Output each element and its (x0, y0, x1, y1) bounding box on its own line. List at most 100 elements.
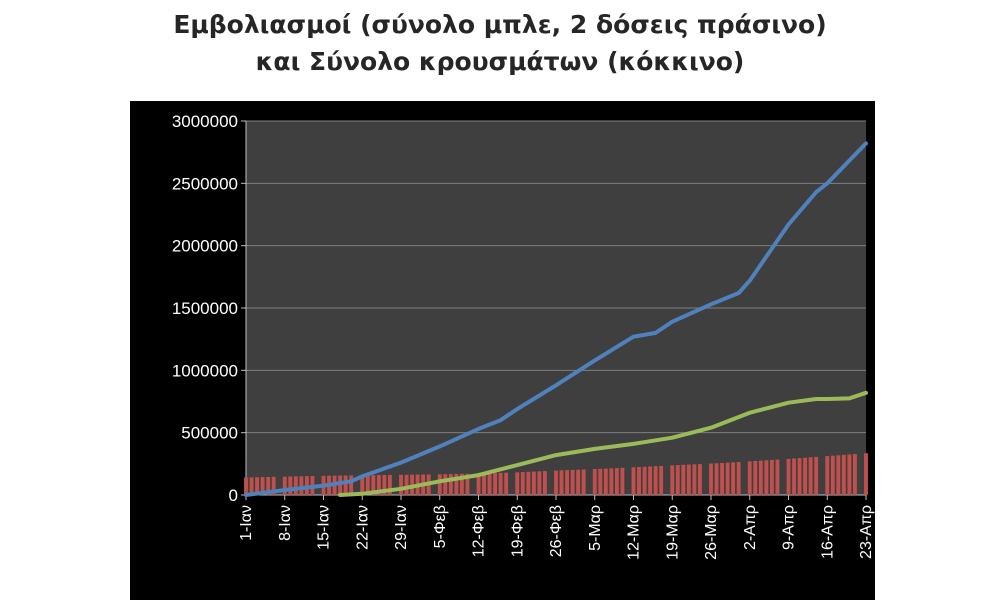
cases-bar (520, 472, 525, 495)
cases-bar (282, 476, 287, 495)
x-tick-label: 19-Μαρ (664, 505, 681, 560)
cases-bar (803, 457, 808, 495)
x-tick-label: 22-Ιαν (354, 505, 371, 550)
cases-bar (531, 471, 536, 495)
cases-bar (404, 474, 409, 495)
x-tick-label: 2-Απρ (742, 505, 759, 550)
cases-bar (825, 456, 830, 495)
cases-bar (581, 469, 586, 495)
cases-bar (266, 476, 271, 495)
cases-bar (758, 460, 763, 495)
cases-bar (731, 462, 736, 495)
chart-title-line-2: και Σύνολο κρουσμάτων (κόκκινο) (255, 47, 745, 76)
cases-bar (443, 474, 448, 495)
cases-bar (365, 475, 370, 495)
cases-bar (852, 454, 857, 495)
cases-bar (814, 456, 819, 495)
cases-bar (614, 468, 619, 495)
y-tick-label: 2000000 (172, 237, 238, 256)
cases-bar (709, 463, 713, 495)
y-tick-label: 1500000 (172, 299, 238, 318)
cases-bar (631, 467, 636, 495)
cases-bar (864, 453, 868, 495)
cases-bar (637, 467, 641, 495)
cases-bar (493, 473, 498, 495)
cases-bar (255, 477, 260, 495)
chart-title: Εμβολιασμοί (σύνολο μπλε, 2 δόσεις πράσι… (0, 6, 1000, 80)
x-tick-label: 12-Μαρ (626, 505, 643, 560)
cases-bar (537, 471, 542, 495)
cases-bar (792, 458, 796, 495)
cases-bar (360, 475, 365, 495)
cases-bar (592, 469, 597, 495)
cases-bar (542, 471, 547, 495)
cases-bar (775, 459, 780, 495)
second-dose-line (338, 390, 868, 497)
cases-bar (376, 475, 381, 495)
cases-bar (786, 458, 791, 495)
cases-bar (576, 469, 581, 495)
cases-bar (459, 473, 464, 495)
cases-bar (764, 460, 769, 495)
cases-bar (659, 465, 664, 495)
y-tick-label: 2500000 (172, 174, 238, 193)
cases-bar (437, 474, 442, 495)
cases-bar (382, 475, 387, 495)
cases-bar (681, 464, 686, 495)
cases-bar (299, 476, 304, 495)
cases-bar (288, 476, 293, 495)
x-tick-label: 16-Απρ (819, 505, 836, 559)
cases-bar (448, 474, 453, 495)
cases-bar (293, 476, 298, 495)
x-tick-label: 23-Απρ (858, 505, 875, 559)
cases-bar (720, 462, 725, 495)
cases-bar (692, 464, 697, 495)
cases-bar (769, 459, 774, 495)
cases-bar (399, 474, 403, 495)
x-tick-label: 19-Φεβ (509, 505, 526, 557)
cases-bar (349, 475, 354, 495)
cases-bar (504, 472, 509, 495)
cases-bar (620, 467, 625, 495)
x-tick-label: 5-Μαρ (587, 505, 604, 551)
x-tick-label: 15-Ιαν (316, 505, 333, 550)
cases-bar (260, 477, 265, 495)
x-tick-label: 26-Φεβ (548, 505, 565, 557)
cases-bar (797, 458, 802, 495)
x-tick-label: 12-Φεβ (471, 505, 488, 557)
cases-bar (736, 461, 741, 495)
cases-bar (387, 474, 392, 495)
cases-bar (808, 457, 813, 495)
total-vaccinations-line (244, 141, 868, 497)
y-tick-label: 500000 (181, 424, 238, 443)
cases-bar (482, 473, 486, 495)
x-tick-label: 29-Ιαν (393, 505, 410, 550)
cases-bar (338, 475, 343, 495)
chart-title-line-1: Εμβολιασμοί (σύνολο μπλε, 2 δόσεις πράσι… (173, 10, 827, 39)
cases-bar (454, 473, 459, 495)
cases-bar (465, 473, 470, 495)
cases-bar (675, 465, 680, 495)
cases-bar (271, 476, 276, 495)
cases-bar (476, 473, 481, 495)
x-tick-label: 5-Φεβ (432, 505, 449, 548)
cases-bar (487, 473, 492, 495)
cases-bar (554, 470, 558, 495)
cases-bar (686, 464, 691, 495)
cases-bar (526, 471, 531, 495)
cases-bar (830, 455, 835, 495)
cases-bar (603, 468, 608, 495)
x-tick-label: 26-Μαρ (703, 505, 720, 560)
cases-bar (598, 468, 603, 495)
cases-bar (753, 460, 758, 495)
x-tick-label: 1-Ιαν (238, 505, 255, 541)
cases-bar (570, 469, 575, 495)
cases-bar (836, 455, 841, 495)
cases-bar (515, 472, 520, 495)
y-tick-label: 1000000 (172, 361, 238, 380)
cases-bar (697, 464, 702, 495)
cases-bar (565, 470, 570, 495)
cases-bar (244, 477, 248, 495)
cases-bar (653, 466, 658, 495)
